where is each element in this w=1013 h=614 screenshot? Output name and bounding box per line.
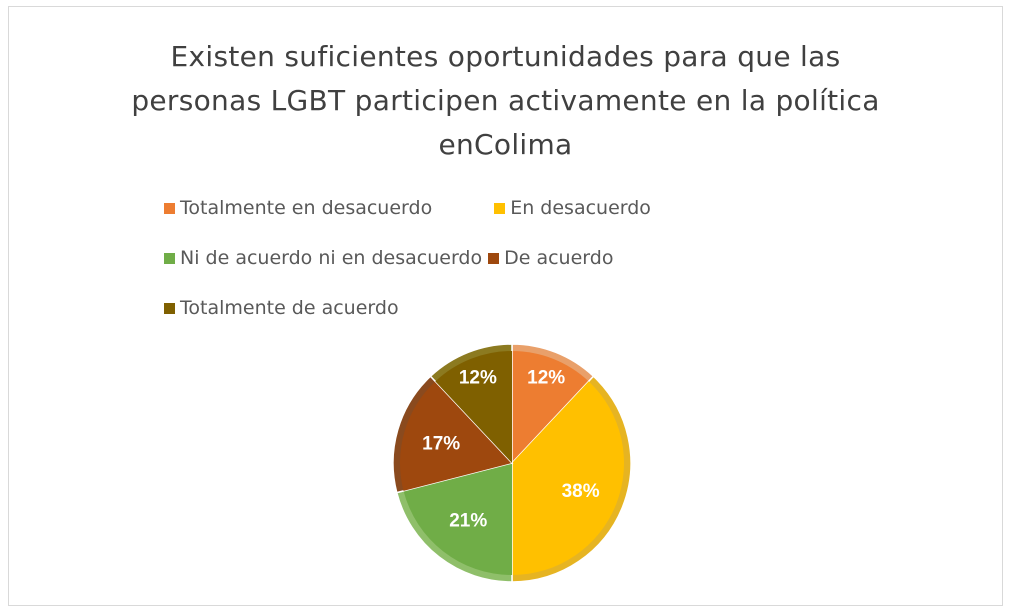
chart-legend: Totalmente en desacuerdo En desacuerdo N…	[164, 183, 651, 333]
legend-swatch	[164, 252, 175, 264]
legend-row: Totalmente en desacuerdo En desacuerdo	[164, 183, 651, 233]
data-label-en-desacuerdo: 38%	[562, 481, 600, 502]
data-label-ni-de-acuerdo-ni-en-desacuerdo: 21%	[449, 510, 487, 531]
legend-row: Totalmente de acuerdo	[164, 283, 651, 333]
legend-swatch	[164, 202, 175, 214]
pie-slice-fill-totalmente-de-acuerdo	[435, 351, 512, 463]
chart-title-line-2: personas LGBT participen activamente en …	[131, 84, 880, 117]
legend-item-en-desacuerdo: En desacuerdo	[494, 197, 651, 219]
legend-item-de-acuerdo: De acuerdo	[488, 247, 613, 269]
legend-swatch	[164, 302, 175, 314]
chart-title-line-1: Existen suficientes oportunidades para q…	[170, 40, 841, 73]
legend-label: Totalmente en desacuerdo	[180, 197, 433, 219]
legend-label: De acuerdo	[504, 247, 614, 269]
legend-item-ni-de-acuerdo: Ni de acuerdo ni en desacuerdo	[164, 247, 482, 269]
chart-title: Existen suficientes oportunidades para q…	[9, 35, 1002, 167]
chart-title-line-3: enColima	[438, 128, 573, 161]
legend-label: Ni de acuerdo ni en desacuerdo	[180, 247, 483, 269]
pie-slice-fill-ni-de-acuerdo-ni-en-desacuerdo	[403, 463, 512, 575]
data-label-totalmente-de-acuerdo: 12%	[459, 368, 497, 389]
pie-chart: 12% 38% 21% 17% 12%	[392, 343, 632, 583]
legend-swatch	[488, 252, 500, 264]
data-label-de-acuerdo: 17%	[422, 433, 460, 454]
legend-swatch	[494, 202, 506, 214]
pie-slice-fill-totalmente-en-desacuerdo	[512, 351, 589, 463]
pie-slice-fill-en-desacuerdo	[512, 381, 625, 575]
legend-item-totalmente-en-desacuerdo: Totalmente en desacuerdo	[164, 197, 432, 219]
chart-area: Existen suficientes oportunidades para q…	[8, 6, 1003, 606]
pie-slice-fill-de-acuerdo	[399, 381, 512, 491]
legend-row: Ni de acuerdo ni en desacuerdo De acuerd…	[164, 233, 651, 283]
data-label-totalmente-en-desacuerdo: 12%	[527, 368, 565, 389]
legend-label: En desacuerdo	[510, 197, 651, 219]
legend-item-totalmente-de-acuerdo: Totalmente de acuerdo	[164, 297, 399, 319]
legend-label: Totalmente de acuerdo	[180, 297, 399, 319]
